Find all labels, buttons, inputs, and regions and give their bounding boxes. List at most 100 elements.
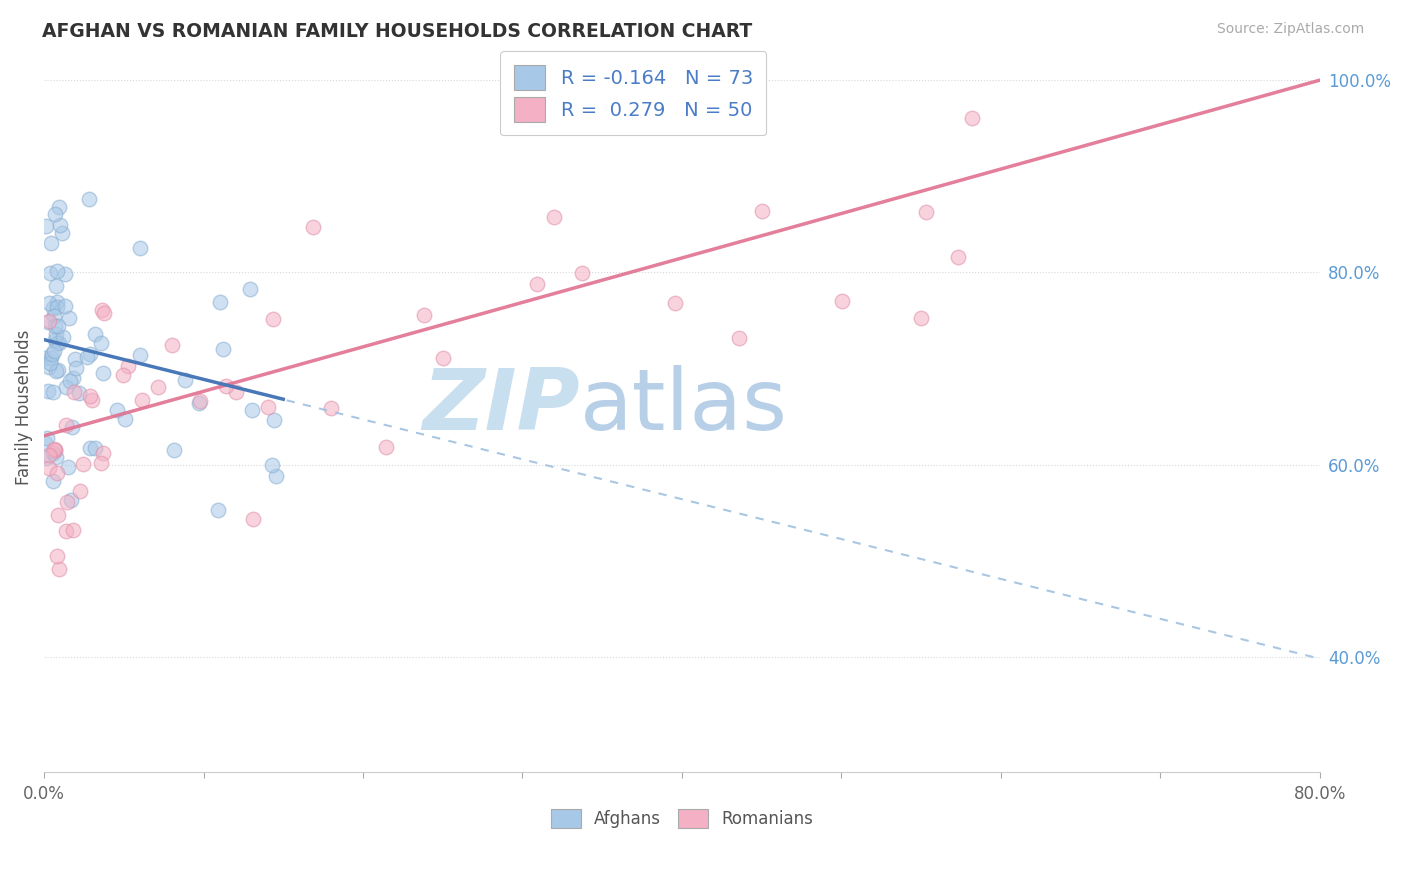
Point bbox=[39, 351, 62, 365]
Point bbox=[117, 359, 139, 373]
Point bbox=[90, 336, 112, 351]
Point bbox=[51, 226, 73, 240]
Point bbox=[256, 400, 278, 414]
Legend: Afghans, Romanians: Afghans, Romanians bbox=[543, 801, 821, 837]
Point bbox=[173, 373, 195, 387]
Point bbox=[162, 337, 184, 351]
Point bbox=[214, 379, 236, 393]
Point bbox=[39, 266, 62, 280]
Point bbox=[34, 435, 56, 450]
Point bbox=[38, 460, 60, 475]
Point bbox=[131, 393, 153, 408]
Point bbox=[751, 204, 773, 219]
Point bbox=[59, 374, 82, 388]
Point bbox=[45, 450, 67, 465]
Y-axis label: Family Households: Family Households bbox=[15, 329, 32, 484]
Point bbox=[44, 442, 66, 457]
Point bbox=[46, 319, 69, 334]
Point bbox=[45, 549, 67, 564]
Point bbox=[948, 250, 970, 264]
Point bbox=[260, 458, 283, 472]
Point bbox=[58, 311, 80, 326]
Point bbox=[55, 524, 77, 539]
Point bbox=[79, 442, 101, 456]
Point bbox=[44, 344, 66, 359]
Point bbox=[91, 302, 114, 317]
Point bbox=[79, 389, 101, 403]
Point bbox=[41, 235, 63, 250]
Point bbox=[209, 294, 232, 309]
Point bbox=[45, 363, 67, 377]
Point bbox=[262, 311, 284, 326]
Point bbox=[42, 442, 65, 457]
Point bbox=[49, 218, 72, 232]
Point bbox=[72, 457, 94, 471]
Point bbox=[46, 263, 69, 277]
Point bbox=[129, 242, 152, 256]
Point bbox=[44, 319, 66, 334]
Point bbox=[34, 351, 56, 365]
Point bbox=[146, 379, 169, 393]
Text: atlas: atlas bbox=[579, 366, 787, 449]
Point bbox=[129, 348, 152, 362]
Point bbox=[69, 484, 91, 499]
Point bbox=[38, 313, 60, 327]
Text: ZIP: ZIP bbox=[422, 366, 579, 449]
Point bbox=[62, 524, 84, 538]
Point bbox=[37, 315, 59, 329]
Point bbox=[239, 282, 262, 296]
Point bbox=[44, 310, 66, 324]
Point bbox=[65, 351, 87, 366]
Point bbox=[79, 193, 101, 207]
Point bbox=[42, 385, 65, 400]
Point bbox=[42, 474, 65, 488]
Point bbox=[79, 347, 101, 361]
Point bbox=[45, 327, 67, 342]
Point bbox=[93, 306, 115, 320]
Point bbox=[46, 466, 69, 480]
Point bbox=[111, 368, 134, 382]
Point bbox=[63, 384, 86, 399]
Point bbox=[34, 219, 56, 234]
Point bbox=[52, 330, 75, 344]
Point bbox=[44, 442, 66, 457]
Point bbox=[46, 363, 69, 377]
Point bbox=[263, 413, 285, 427]
Point bbox=[59, 492, 82, 507]
Point bbox=[91, 446, 114, 460]
Point bbox=[212, 342, 235, 356]
Point bbox=[55, 380, 77, 394]
Point bbox=[38, 359, 60, 374]
Point bbox=[962, 111, 984, 125]
Point bbox=[84, 326, 107, 341]
Point bbox=[242, 512, 264, 526]
Point bbox=[319, 401, 342, 415]
Point bbox=[664, 296, 686, 310]
Point bbox=[34, 450, 56, 465]
Point bbox=[42, 446, 65, 460]
Point bbox=[45, 300, 67, 314]
Point bbox=[42, 301, 65, 315]
Point bbox=[38, 449, 60, 463]
Point bbox=[48, 562, 70, 576]
Point bbox=[35, 431, 58, 445]
Point bbox=[240, 403, 263, 417]
Point bbox=[80, 392, 103, 407]
Point bbox=[163, 443, 186, 458]
Point bbox=[207, 502, 229, 516]
Point bbox=[264, 468, 287, 483]
Point bbox=[48, 336, 70, 351]
Point bbox=[53, 267, 76, 281]
Point bbox=[48, 200, 70, 214]
Point bbox=[543, 211, 565, 225]
Text: Source: ZipAtlas.com: Source: ZipAtlas.com bbox=[1216, 22, 1364, 37]
Point bbox=[375, 440, 398, 454]
Point bbox=[41, 347, 63, 361]
Point bbox=[302, 220, 325, 235]
Point bbox=[225, 385, 247, 400]
Point bbox=[39, 356, 62, 370]
Point bbox=[432, 351, 454, 365]
Point bbox=[831, 294, 853, 309]
Point bbox=[46, 508, 69, 522]
Point bbox=[46, 335, 69, 350]
